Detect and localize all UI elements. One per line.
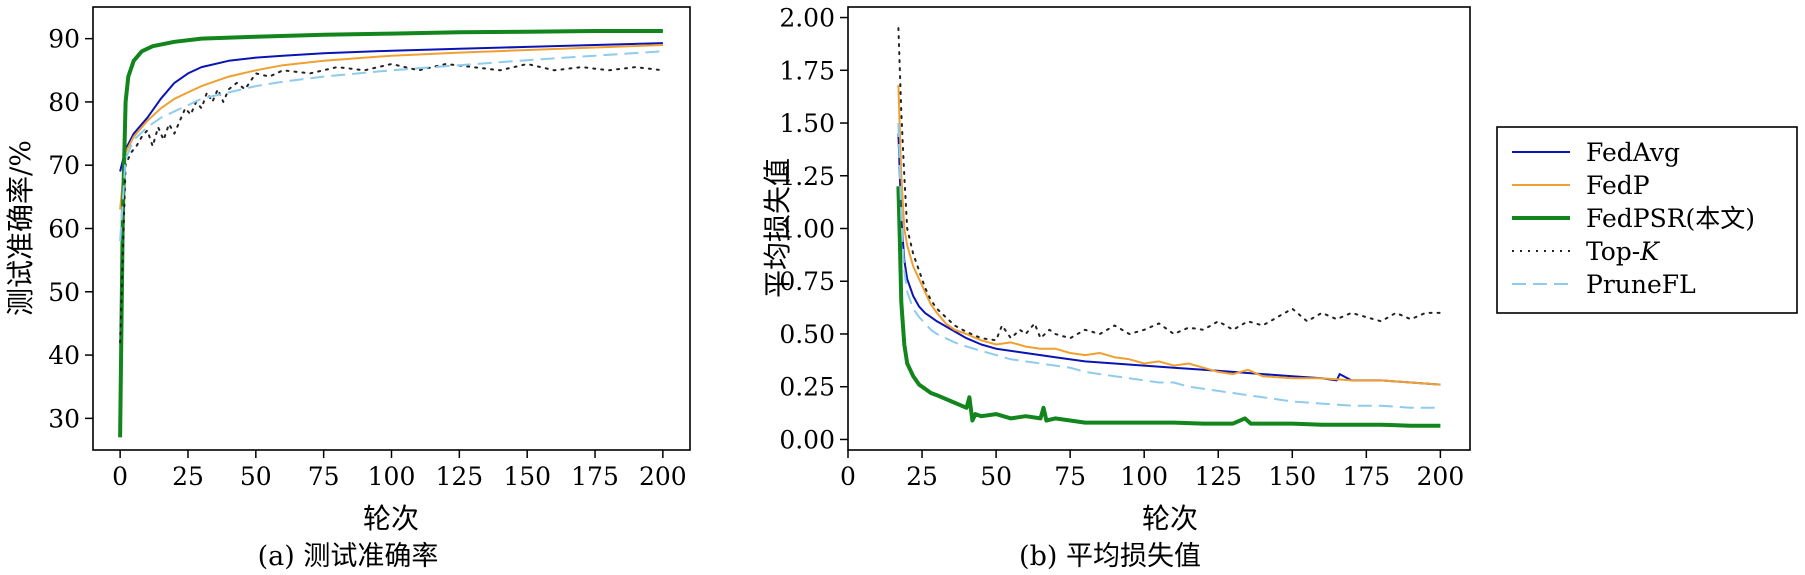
x-axis-title: 轮次	[363, 502, 419, 535]
legend-label-prunefl: PruneFL	[1586, 270, 1696, 299]
x-tick-label: 175	[1342, 462, 1390, 491]
y-tick-label: 1.75	[779, 56, 835, 85]
y-tick-label: 60	[48, 215, 80, 244]
legend-items: FedAvg FedP FedPSR(本文) Top-K PruneFL	[1512, 138, 1755, 299]
series-line-fedp	[119, 44, 663, 210]
series-line-prunefl	[119, 50, 663, 242]
y-tick-label: 0.00	[779, 425, 835, 454]
x-tick-label: 25	[172, 462, 204, 491]
y-tick-label: 0.50	[779, 320, 835, 349]
y-tick-label: 1.00	[779, 215, 835, 244]
x-tick-label: 50	[980, 462, 1012, 491]
y-tick-label: 0.75	[779, 267, 835, 296]
series-line-topk	[897, 27, 1442, 342]
legend-label-fedavg: FedAvg	[1586, 138, 1680, 167]
y-tick-label: 1.50	[779, 109, 835, 138]
chart-panel-average-loss: 0 25 50 75 100 125 150 175 200 0.00 0.25 0.50 0.75 1…	[761, 4, 1471, 572]
x-tick-label: 75	[1054, 462, 1086, 491]
y-tick-label: 40	[48, 341, 80, 370]
x-tick-label: 125	[1194, 462, 1242, 491]
y-axis-title: 平均损失值	[761, 158, 794, 298]
series-line-fedpsr	[896, 186, 1441, 428]
x-tick-label: 125	[435, 462, 483, 491]
x-tick-label: 150	[1268, 462, 1316, 491]
y-tick-label: 2.00	[779, 4, 835, 33]
series-group	[118, 29, 664, 438]
x-tick-label: 175	[571, 462, 619, 491]
x-tick-label: 150	[503, 462, 551, 491]
x-tick-label: 100	[1120, 462, 1168, 491]
series-group	[896, 27, 1442, 428]
plot-frame	[92, 6, 691, 451]
chart-caption: (a) 测试准确率	[258, 541, 439, 572]
y-axis-ticks: 30 40 50 60 70 80 90	[48, 25, 93, 433]
legend: FedAvg FedP FedPSR(本文) Top-K PruneFL	[1496, 126, 1798, 314]
y-tick-label: 30	[48, 404, 80, 433]
legend-label-topk: Top-K	[1586, 237, 1660, 266]
chart-caption: (b) 平均损失值	[1019, 541, 1201, 572]
legend-label-fedp: FedP	[1586, 171, 1650, 200]
series-line-fedpsr	[118, 29, 663, 438]
x-axis-title: 轮次	[1142, 502, 1198, 535]
y-tick-label: 90	[48, 25, 80, 54]
x-tick-label: 0	[840, 462, 856, 491]
x-axis-ticks: 0 25 50 75 100 125 150 175 200	[840, 450, 1464, 491]
y-axis-title: 测试准确率/%	[4, 140, 37, 316]
series-line-topk	[119, 63, 664, 344]
x-tick-label: 75	[308, 462, 340, 491]
x-tick-label: 200	[639, 462, 687, 491]
y-tick-label: 0.25	[779, 373, 835, 402]
y-axis-ticks: 0.00 0.25 0.50 0.75 1.00 1.25 1.50 1.75 2.00	[779, 4, 848, 454]
x-axis-ticks: 0 25 50 75 100 125 150 175 200	[112, 450, 687, 491]
x-tick-label: 200	[1417, 462, 1465, 491]
series-line-fedavg	[897, 133, 1441, 386]
plot-frame	[847, 6, 1471, 451]
legend-label-fedpsr: FedPSR(本文)	[1586, 204, 1755, 233]
x-tick-label: 50	[240, 462, 272, 491]
y-tick-label: 50	[48, 278, 80, 307]
chart-panel-test-accuracy: 0 25 50 75 100 125 150 175 200 30 40 50 60 70 80 90 轮次…	[4, 6, 691, 572]
y-tick-label: 1.25	[779, 162, 835, 191]
x-tick-label: 0	[112, 462, 128, 491]
series-line-fedavg	[119, 42, 663, 172]
x-tick-label: 100	[368, 462, 416, 491]
series-line-fedp	[897, 85, 1441, 386]
y-tick-label: 70	[48, 151, 80, 180]
x-tick-label: 25	[906, 462, 938, 491]
y-tick-label: 80	[48, 88, 80, 117]
